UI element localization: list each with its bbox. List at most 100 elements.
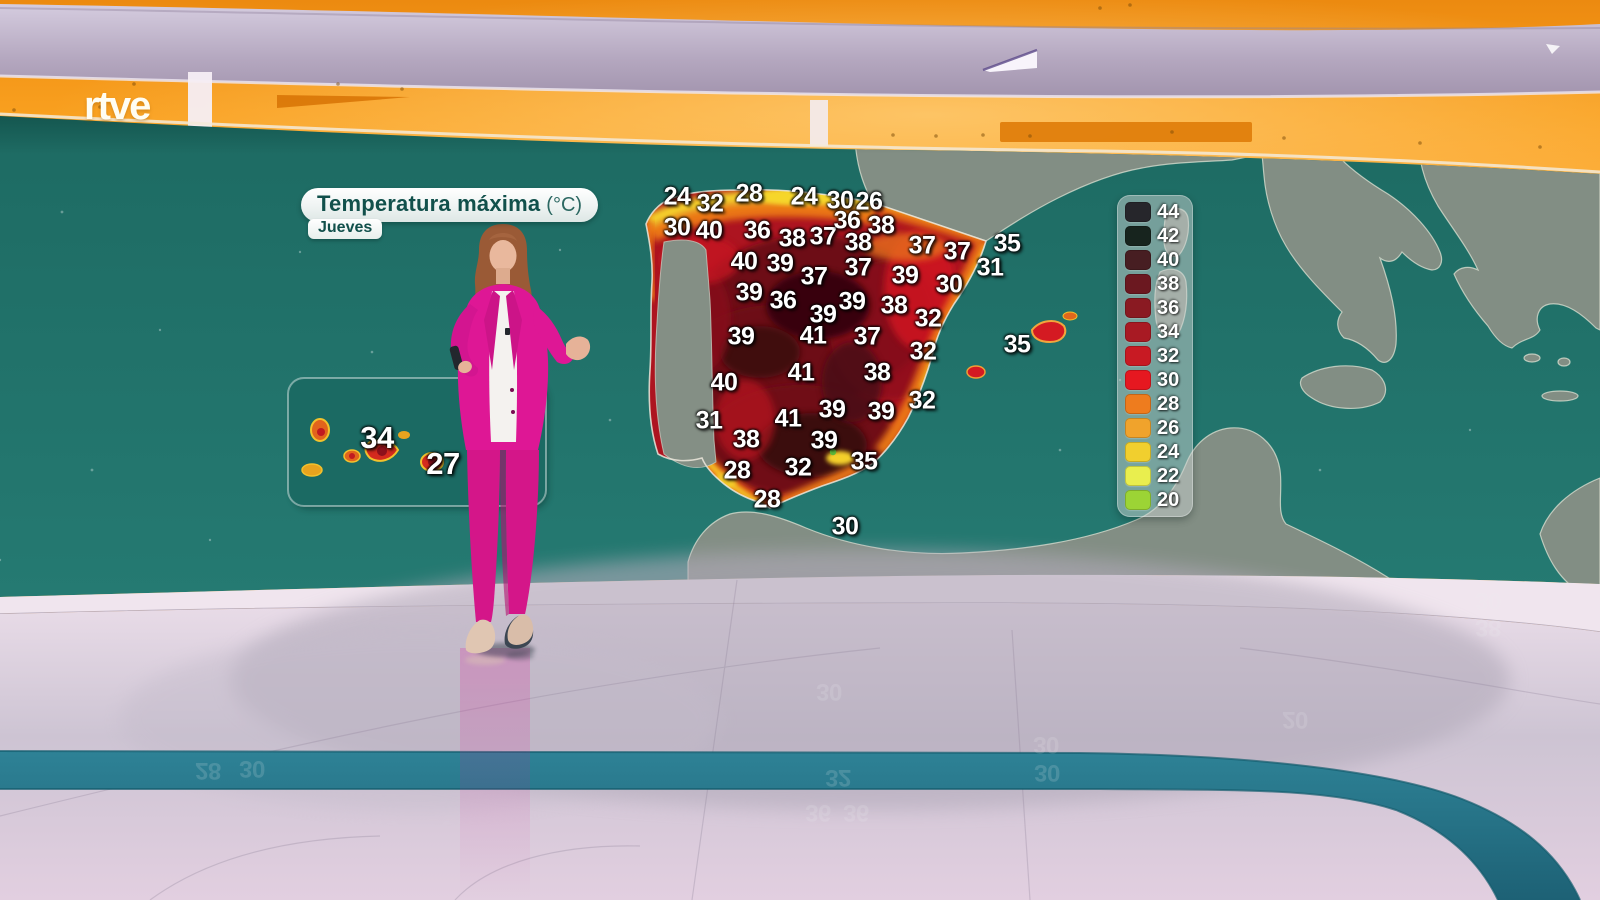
temp-label: 37 (853, 322, 881, 351)
reflected-temp-label: 30 (1033, 731, 1059, 758)
temp-label: 32 (909, 337, 937, 366)
legend-value: 42 (1157, 225, 1180, 247)
temp-label: 35 (850, 447, 878, 476)
legend-item: 24 (1125, 442, 1189, 462)
temp-label: 28 (753, 485, 781, 514)
legend-swatch (1125, 466, 1151, 486)
temp-label: 36 (833, 206, 861, 235)
temp-label: 26 (855, 187, 883, 216)
temp-label: 32 (914, 304, 942, 333)
legend-item: 26 (1125, 418, 1189, 438)
reflected-temp-label: 30 (1034, 759, 1060, 786)
white-strip-2 (810, 100, 828, 146)
temp-label: 37 (943, 237, 971, 266)
legend-swatch (1125, 226, 1151, 246)
presenter-hand-right (458, 360, 472, 374)
day-badge: Jueves (308, 219, 383, 239)
temp-label: 32 (784, 453, 812, 482)
temp-label: 41 (787, 358, 815, 387)
rtve-logo: rtve (84, 84, 151, 128)
legend-value: 28 (1157, 393, 1180, 415)
temp-label: 28 (723, 456, 751, 485)
reflected-temp-label: 30 (816, 678, 842, 705)
map-spain-heat (645, 188, 1078, 509)
temp-label: 38 (844, 228, 872, 257)
legend-value: 26 (1157, 417, 1180, 439)
temp-label: 37 (800, 262, 828, 291)
legend-item: 36 (1125, 298, 1189, 318)
temp-label: 39 (867, 397, 895, 426)
reflected-temp-label: 28 (195, 757, 221, 784)
floor (0, 550, 1600, 900)
temp-label: 39 (818, 395, 846, 424)
legend-item: 32 (1125, 346, 1189, 366)
legend-item: 40 (1125, 250, 1189, 270)
temp-label: 40 (710, 368, 738, 397)
orange-wedge (277, 95, 410, 108)
legend-value: 22 (1157, 465, 1180, 487)
canary-islands (301, 418, 444, 477)
temp-label: 30 (826, 186, 854, 215)
temp-label: 38 (732, 425, 760, 454)
temp-label: 37 (908, 231, 936, 260)
presenter-face (489, 240, 517, 272)
legend-value: 30 (1157, 369, 1180, 391)
temp-label: 30 (663, 213, 691, 242)
reflected-temp-label: 36 (843, 799, 869, 826)
legend-value: 38 (1157, 273, 1180, 295)
orange-bar (1000, 122, 1252, 142)
title-unit: (°C) (546, 194, 583, 216)
title-card: Temperatura máxima (°C) (301, 188, 599, 222)
legend-swatch (1125, 394, 1151, 414)
page-title: Temperatura máxima (317, 191, 541, 216)
reflected-temp-label: 32 (825, 764, 851, 791)
legend-value: 32 (1157, 345, 1180, 367)
temp-label: 32 (908, 386, 936, 415)
temp-label: 31 (976, 253, 1004, 282)
temp-label: 28 (735, 179, 763, 208)
temp-label: 39 (735, 278, 763, 307)
temp-label: 24 (790, 182, 818, 211)
temp-label: 41 (774, 404, 802, 433)
temp-label: 24 (663, 182, 691, 211)
temp-label: 38 (880, 291, 908, 320)
map-balearics (966, 311, 1078, 379)
legend-item: 34 (1125, 322, 1189, 342)
legend-value: 44 (1157, 201, 1180, 223)
temp-label: 30 (831, 512, 859, 541)
presenter-hand-left (566, 336, 591, 361)
temp-label: 27 (426, 446, 460, 481)
temp-label: 39 (891, 261, 919, 290)
legend-swatch (1125, 322, 1151, 342)
map-portugal (654, 239, 717, 469)
legend-value: 20 (1157, 489, 1180, 511)
temp-label: 38 (863, 358, 891, 387)
temp-label: 41 (799, 321, 827, 350)
temp-label: 37 (809, 222, 837, 251)
top-wall (0, 0, 1600, 230)
temp-label: 35 (993, 229, 1021, 258)
legend-swatch (1125, 202, 1151, 222)
presenter-shoes (465, 619, 496, 654)
temp-label: 38 (778, 224, 806, 253)
temp-label: 36 (769, 286, 797, 315)
legend-swatch (1125, 442, 1151, 462)
temp-label: 38 (867, 211, 895, 240)
legend-value: 34 (1157, 321, 1180, 343)
presenter (449, 224, 591, 657)
temp-label: 39 (810, 426, 838, 455)
temp-label: 39 (838, 287, 866, 316)
legend-item: 38 (1125, 274, 1189, 294)
temp-label: 34 (360, 420, 394, 455)
legend-item: 44 (1125, 202, 1189, 222)
reflected-temp-label: 20 (1282, 706, 1308, 733)
temp-label: 39 (809, 300, 837, 329)
legend-swatch (1125, 370, 1151, 390)
reflected-temp-label: 38 (1475, 614, 1501, 641)
legend-swatch (1125, 274, 1151, 294)
legend-value: 24 (1157, 441, 1180, 463)
reflected-temp-label: 30 (239, 755, 265, 782)
temp-label: 39 (727, 322, 755, 351)
